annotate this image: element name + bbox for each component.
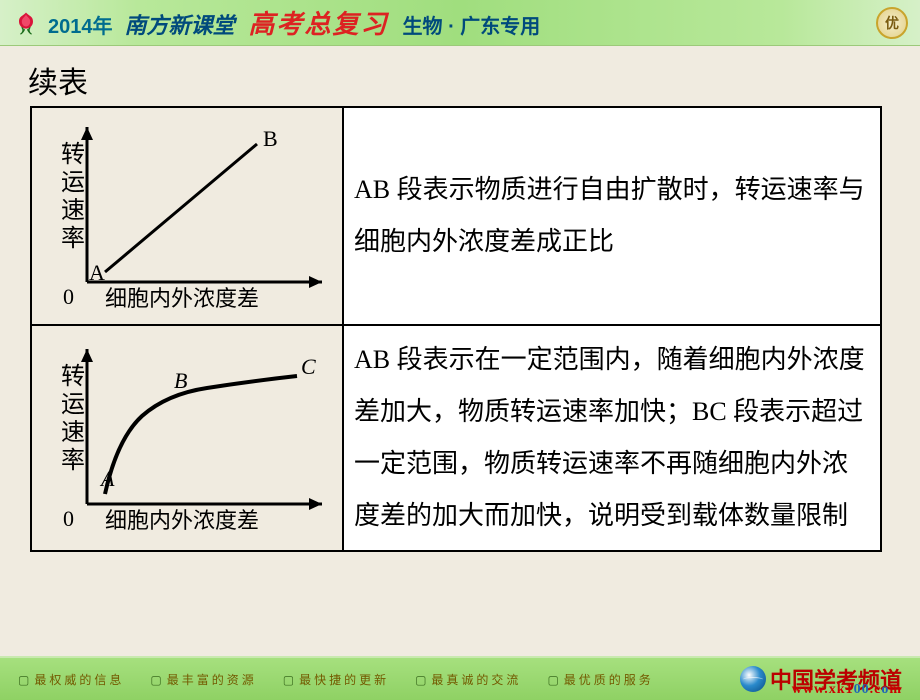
svg-text:B: B: [263, 126, 278, 151]
svg-text:A: A: [99, 466, 115, 491]
footer-item: 最优质的服务: [547, 671, 653, 688]
header-brand: 南方新课堂: [125, 8, 235, 40]
subtitle: 续表: [0, 46, 920, 106]
footer-item: 最真诚的交流: [415, 671, 521, 688]
svg-text:率: 率: [61, 447, 85, 474]
svg-text:C: C: [301, 354, 316, 379]
svg-text:B: B: [174, 368, 187, 393]
explanation-cell: AB 段表示物质进行自由扩散时，转运速率与细胞内外浓度差成正比: [343, 107, 881, 325]
header-badge-icon: 优: [876, 7, 908, 39]
explanation-cell: AB 段表示在一定范围内，随着细胞内外浓度差加大，物质转运速率加快；BC 段表示…: [343, 325, 881, 551]
chart-cell: A B C 转运速率 0 细胞内外浓度差: [31, 325, 343, 551]
svg-text:0: 0: [63, 506, 74, 531]
footer-item: 最快捷的更新: [283, 671, 389, 688]
footer-item: 最丰富的资源: [150, 671, 256, 688]
chart-cell: A B 转运速率 0 细胞内外浓度差: [31, 107, 343, 325]
svg-text:转: 转: [61, 363, 85, 390]
svg-text:细胞内外浓度差: 细胞内外浓度差: [105, 508, 259, 533]
header-exam: 高考总复习: [249, 4, 389, 41]
globe-icon: [740, 666, 766, 692]
footer-item: 最权威的信息: [18, 671, 124, 688]
svg-text:运: 运: [61, 170, 85, 196]
header-year: 2014年: [48, 10, 113, 39]
svg-text:转: 转: [61, 141, 85, 168]
page-header: 2014年 南方新课堂 高考总复习 生物 · 广东专用 优: [0, 0, 920, 46]
header-text: 2014年 南方新课堂 高考总复习 生物 · 广东专用: [48, 4, 540, 41]
svg-text:速: 速: [61, 419, 85, 446]
flower-icon: [12, 9, 40, 37]
svg-text:运: 运: [61, 392, 85, 418]
svg-text:A: A: [89, 260, 105, 285]
transport-rate-chart: A B 转运速率 0 细胞内外浓度差: [47, 116, 327, 311]
svg-text:细胞内外浓度差: 细胞内外浓度差: [105, 286, 259, 311]
footer-url: www.xk100.com: [792, 682, 902, 698]
svg-text:率: 率: [61, 225, 85, 252]
header-subject: 生物 · 广东专用: [403, 10, 541, 39]
page-footer: 最权威的信息 最丰富的资源 最快捷的更新 最真诚的交流 最优质的服务 中国学考频…: [0, 656, 920, 700]
transport-rate-chart: A B C 转运速率 0 细胞内外浓度差: [47, 338, 327, 533]
svg-text:速: 速: [61, 197, 85, 224]
svg-text:0: 0: [63, 284, 74, 309]
content-table: AB 转运速率 0 细胞内外浓度差 AB 段表示物质进行自由扩散时，转运速率与细…: [30, 106, 882, 552]
